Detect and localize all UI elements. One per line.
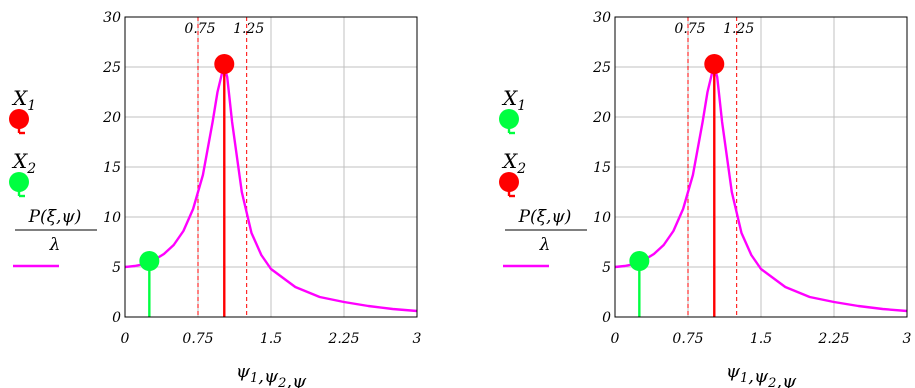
legend-marker bbox=[9, 109, 29, 129]
y-tick-label: 15 bbox=[103, 160, 121, 176]
x-tick-label: 1.5 bbox=[260, 331, 282, 347]
x-tick-label: 0.75 bbox=[182, 331, 213, 347]
legend-label-x1: X1 bbox=[11, 86, 36, 114]
legend-label-x1: X1 bbox=[501, 86, 526, 114]
y-tick-label: 30 bbox=[103, 10, 121, 26]
legend-fraction-denominator: λ bbox=[539, 235, 551, 255]
y-tick-label: 5 bbox=[602, 260, 611, 276]
legend-fraction-numerator: P(ξ,ψ) bbox=[28, 207, 82, 227]
marker-X1 bbox=[629, 251, 650, 271]
x-tick-label: 2.25 bbox=[327, 331, 359, 347]
y-tick-label: 0 bbox=[602, 310, 611, 326]
legend-label-x2: X2 bbox=[11, 149, 36, 177]
marker-X1 bbox=[214, 54, 235, 74]
y-tick-label: 20 bbox=[592, 110, 611, 126]
reference-line-label: 1.25 bbox=[723, 21, 754, 37]
plot-frame bbox=[124, 16, 418, 318]
x-tick-label: 3 bbox=[413, 331, 422, 347]
legend-fraction-denominator: λ bbox=[49, 235, 61, 255]
reference-line-label: 0.75 bbox=[184, 21, 215, 37]
x-tick-label: 3 bbox=[903, 331, 912, 347]
y-tick-label: 10 bbox=[103, 210, 121, 226]
x-axis-label: ψ1,ψ2,ψ bbox=[236, 361, 307, 388]
y-tick-label: 25 bbox=[102, 60, 121, 76]
legend-marker bbox=[499, 172, 519, 192]
chart-1: 0.75 1.25 0 5 10 15 20 25 30 0 0.75 1.5 2.25 3 ψ1,ψ2,ψ… bbox=[9, 10, 422, 388]
x-tick-label: 1.5 bbox=[750, 331, 772, 347]
y-tick-label: 25 bbox=[592, 60, 611, 76]
chart-2: 0.75 1.25 0 5 10 15 20 25 30 0 0.75 1.5 2.25 3 ψ1,ψ2,ψ… bbox=[499, 10, 912, 388]
y-tick-label: 0 bbox=[112, 310, 121, 326]
legend-marker bbox=[9, 172, 29, 192]
marker-X2 bbox=[704, 54, 725, 74]
y-tick-label: 5 bbox=[112, 260, 121, 276]
y-tick-label: 15 bbox=[593, 160, 611, 176]
legend-label-x2: X2 bbox=[501, 149, 526, 177]
legend-marker bbox=[499, 109, 519, 129]
marker-X2 bbox=[139, 251, 160, 271]
y-tick-label: 30 bbox=[593, 10, 611, 26]
plot-frame bbox=[614, 16, 908, 318]
x-tick-label: 0 bbox=[611, 331, 620, 347]
x-axis-label: ψ1,ψ2,ψ bbox=[726, 361, 797, 388]
x-tick-label: 0.75 bbox=[672, 331, 703, 347]
y-tick-label: 20 bbox=[102, 110, 121, 126]
x-tick-label: 2.25 bbox=[817, 331, 849, 347]
x-tick-label: 0 bbox=[121, 331, 130, 347]
reference-line-label: 1.25 bbox=[233, 21, 264, 37]
y-tick-label: 10 bbox=[593, 210, 611, 226]
legend-fraction-numerator: P(ξ,ψ) bbox=[518, 207, 572, 227]
reference-line-label: 0.75 bbox=[674, 21, 705, 37]
